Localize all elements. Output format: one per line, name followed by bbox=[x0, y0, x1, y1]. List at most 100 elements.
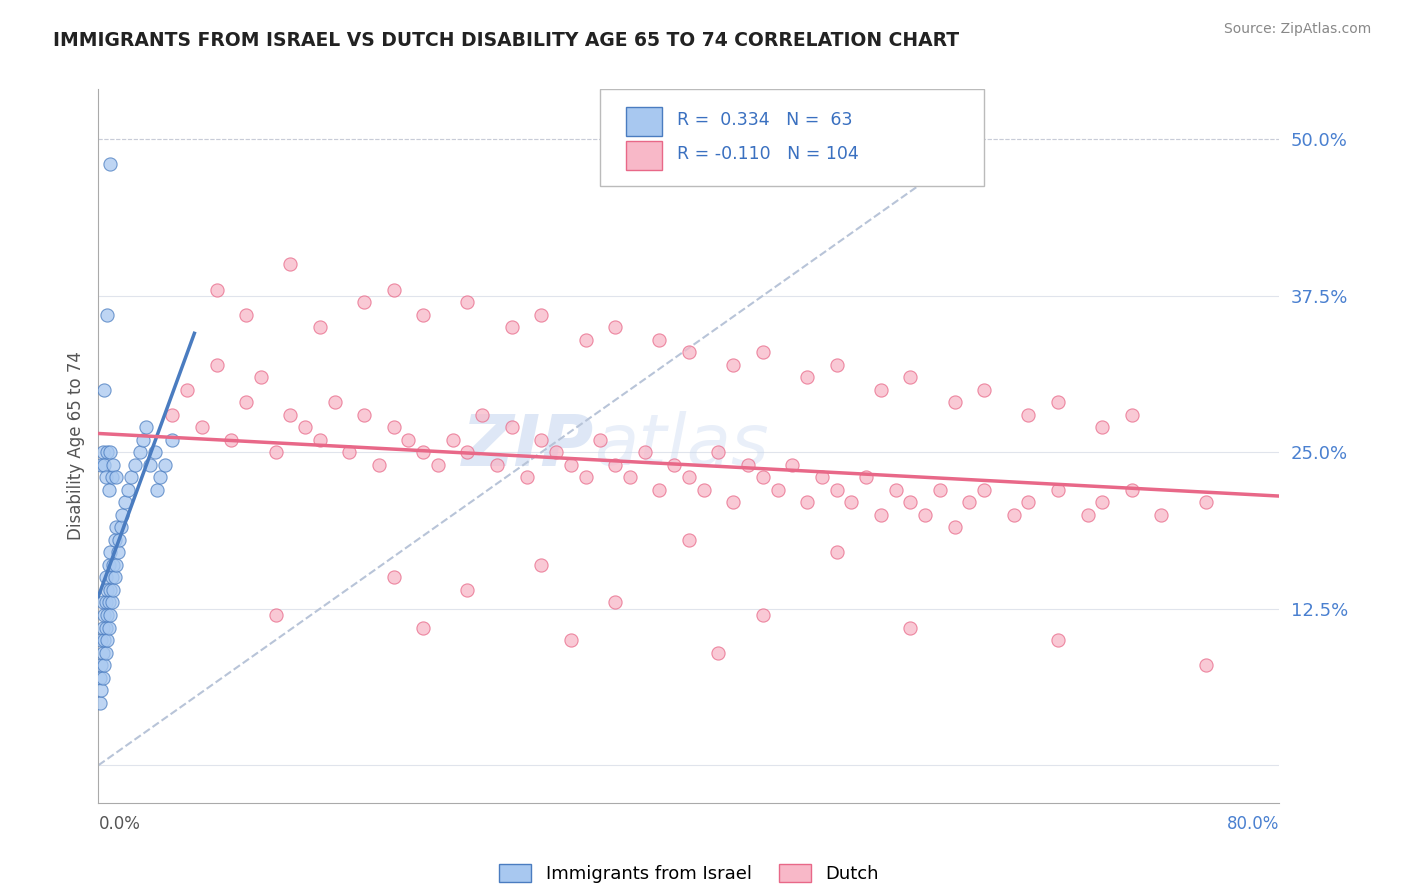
Point bbox=[91, 646, 114, 660]
Point bbox=[441, 433, 464, 447]
Point bbox=[128, 445, 150, 459]
Point bbox=[678, 345, 700, 359]
Point bbox=[98, 607, 121, 622]
Point bbox=[98, 582, 121, 597]
Point bbox=[605, 320, 627, 334]
Point bbox=[153, 458, 176, 472]
Point bbox=[382, 420, 405, 434]
Point bbox=[486, 458, 509, 472]
Point bbox=[721, 495, 744, 509]
FancyBboxPatch shape bbox=[600, 89, 984, 186]
Point bbox=[1077, 508, 1099, 522]
Point bbox=[353, 408, 375, 422]
Point bbox=[869, 383, 891, 397]
Point bbox=[900, 370, 922, 384]
Point bbox=[456, 582, 478, 597]
Point bbox=[93, 658, 115, 673]
Point bbox=[93, 383, 115, 397]
Point bbox=[176, 383, 198, 397]
Point bbox=[456, 295, 478, 310]
Point bbox=[96, 582, 118, 597]
Point bbox=[619, 470, 641, 484]
Point bbox=[515, 470, 537, 484]
Point bbox=[97, 483, 120, 497]
Point bbox=[93, 607, 115, 622]
Point bbox=[605, 595, 627, 609]
Point bbox=[94, 621, 117, 635]
Point bbox=[839, 495, 862, 509]
Point bbox=[825, 545, 848, 559]
Point bbox=[146, 483, 169, 497]
Point bbox=[664, 458, 686, 472]
Point bbox=[427, 458, 450, 472]
Point bbox=[135, 420, 157, 434]
Point bbox=[707, 646, 730, 660]
Point bbox=[810, 470, 832, 484]
Point bbox=[90, 683, 112, 698]
Point bbox=[973, 383, 995, 397]
Point bbox=[90, 458, 112, 472]
Point bbox=[382, 570, 405, 584]
Point bbox=[132, 433, 155, 447]
Text: atlas: atlas bbox=[595, 411, 769, 481]
Point bbox=[707, 445, 730, 459]
Point bbox=[250, 370, 273, 384]
Point bbox=[89, 671, 111, 685]
Point bbox=[796, 370, 818, 384]
Point bbox=[149, 470, 172, 484]
Point bbox=[96, 445, 118, 459]
Point bbox=[97, 595, 120, 609]
Point bbox=[914, 508, 936, 522]
Point bbox=[825, 358, 848, 372]
Point bbox=[560, 458, 582, 472]
Point bbox=[103, 558, 125, 572]
Point bbox=[530, 433, 553, 447]
Point bbox=[693, 483, 716, 497]
Bar bbox=[626, 141, 662, 169]
Point bbox=[678, 533, 700, 547]
Point bbox=[796, 495, 818, 509]
Point bbox=[751, 607, 773, 622]
Point bbox=[94, 595, 117, 609]
Text: 80.0%: 80.0% bbox=[1227, 815, 1279, 833]
Point bbox=[96, 308, 118, 322]
Point bbox=[91, 595, 114, 609]
Point bbox=[278, 408, 302, 422]
Point bbox=[97, 621, 120, 635]
Point bbox=[100, 470, 122, 484]
Point bbox=[1091, 420, 1114, 434]
Point bbox=[633, 445, 655, 459]
Point bbox=[959, 495, 981, 509]
Point bbox=[108, 533, 131, 547]
Point bbox=[1046, 483, 1069, 497]
Point bbox=[368, 458, 391, 472]
Point bbox=[162, 408, 183, 422]
Point bbox=[205, 283, 228, 297]
Text: 0.0%: 0.0% bbox=[98, 815, 141, 833]
Point bbox=[1017, 408, 1039, 422]
Point bbox=[93, 633, 115, 648]
Point bbox=[323, 395, 346, 409]
Point bbox=[94, 470, 117, 484]
Point bbox=[104, 533, 127, 547]
Point bbox=[139, 458, 162, 472]
Point bbox=[111, 508, 134, 522]
Point bbox=[530, 558, 553, 572]
Point bbox=[589, 433, 612, 447]
Point bbox=[560, 633, 582, 648]
Point bbox=[1195, 658, 1218, 673]
Point bbox=[1046, 395, 1069, 409]
Point bbox=[382, 283, 405, 297]
Point bbox=[107, 545, 129, 559]
Point bbox=[501, 320, 523, 334]
Point bbox=[648, 483, 671, 497]
Point bbox=[93, 458, 115, 472]
Point bbox=[574, 470, 596, 484]
Point bbox=[825, 483, 848, 497]
Point bbox=[100, 595, 122, 609]
Point bbox=[928, 483, 950, 497]
Point bbox=[98, 545, 121, 559]
Point bbox=[91, 445, 114, 459]
Point bbox=[90, 658, 112, 673]
Point bbox=[94, 570, 117, 584]
